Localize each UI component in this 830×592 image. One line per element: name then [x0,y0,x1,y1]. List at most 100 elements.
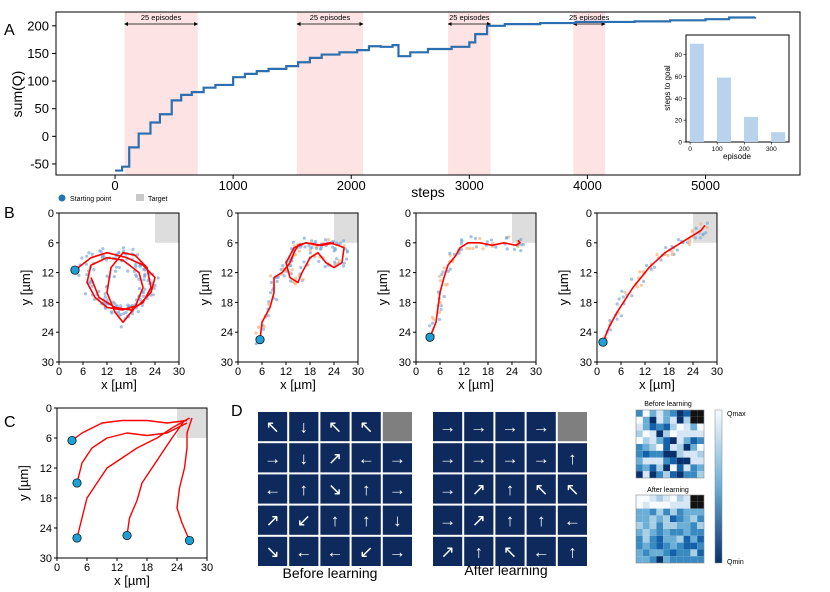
exploration-point [137,277,141,281]
x-tick-label: 18 [141,562,153,574]
heat-cell [649,522,657,529]
heat-cell [656,423,664,431]
heat-cell [697,495,704,502]
exploration-point [459,241,463,245]
policy-cell [526,505,556,535]
exploration-point [124,310,128,314]
heat-cell [649,410,657,417]
y-tick-label: 50 [35,101,49,116]
heat-cell [642,457,650,465]
heat-cell [690,501,698,509]
heat-cell [649,535,657,543]
exploration-point [428,324,432,328]
heat-cell [636,529,643,536]
exploration-point [301,277,305,282]
exploration-point [153,283,157,288]
policy-cell [382,536,412,566]
heat-cell [676,508,684,516]
heat-cell [636,423,643,431]
exploration-point [664,245,668,250]
heat-cell [649,464,657,472]
target-region [512,213,536,243]
heat-cell [663,437,670,444]
exploration-point [142,278,146,282]
heat-cell [683,495,691,502]
exploration-point [620,289,624,293]
exploration-point [690,230,694,234]
x-tick-label: 18 [663,366,675,378]
heat-cell [683,430,691,438]
y-tick-label: 24 [580,327,592,339]
policy-cell [320,474,350,504]
heat-cell [676,522,684,529]
exploration-point [521,243,526,247]
exploration-point [323,238,328,242]
x-tick-label: 0 [54,562,60,574]
heat-cell [649,471,657,478]
inset-y-tick-label: 20 [675,118,683,125]
heat-cell [663,529,670,536]
policy-cell [320,536,350,566]
exploration-point [122,311,126,316]
x-axis-label: x [µm] [458,377,494,392]
heat-cell [636,508,643,516]
heat-cell [656,522,664,529]
exploration-point [519,237,523,242]
heat-cell [649,457,657,465]
x-tick-label: 18 [304,366,316,378]
y-tick-label: 12 [40,463,52,475]
exploration-point [459,238,464,242]
exploration-point [326,238,331,242]
policy-arrow: ↑ [475,542,484,561]
exploration-point [269,280,274,285]
heat-cell [683,501,691,509]
start-marker [72,478,82,488]
target-region [155,213,179,243]
sumq-curve [115,16,757,172]
exploration-point [138,297,142,302]
policy-cell [557,443,587,473]
exploration-point [92,268,96,272]
exploration-point [659,258,663,262]
heat-cell [676,556,684,563]
heat-cell [649,529,657,536]
exploration-point [478,237,482,241]
exploration-point [85,254,89,258]
heat-cell [697,416,704,424]
exploration-point [701,233,705,237]
exploration-point [317,259,321,263]
heat-cell [663,556,670,563]
y-tick-label: 24 [399,327,411,339]
heat-cell [636,556,643,563]
y-tick-label: 18 [40,493,52,505]
heat-cell [656,501,664,509]
policy-cell [289,505,319,535]
policy-cell [382,505,412,535]
heat-cell [670,549,677,557]
policy-cell [289,412,319,442]
exploration-point [505,247,509,251]
exploration-point [130,312,135,316]
policy-arrow: → [439,480,456,499]
exploration-point [676,238,680,242]
exploration-point [442,294,446,299]
exploration-point [441,270,445,274]
learned-trajectory [602,224,706,343]
heat-cell [642,495,650,502]
exploration-point [294,276,298,281]
inset-y-tick-label: 80 [675,52,683,59]
plot-frame [415,212,537,363]
heat-cell [697,471,704,478]
policy-arrow: ↑ [506,511,515,530]
policy-cell [464,443,494,473]
inset-x-label: episode [723,152,752,161]
heat-cell [670,542,677,550]
x-axis-label: steps [411,184,444,200]
inset-bar [771,132,786,142]
heat-cell [656,529,664,536]
policy-cell [351,505,381,535]
target-cell [557,412,587,442]
exploration-point [143,272,147,277]
heat-cell [670,416,677,424]
policy-arrow: ↗ [472,480,486,499]
